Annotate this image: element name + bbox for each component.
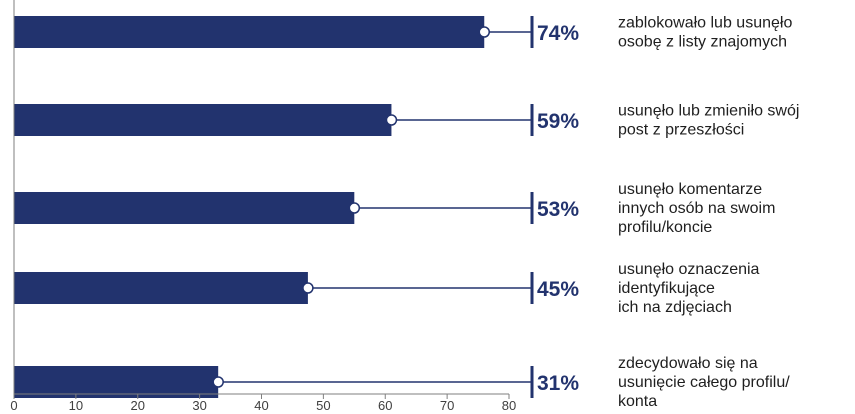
category-label-line: identyfikujące	[618, 280, 715, 297]
value-label-3: 53%	[537, 198, 579, 221]
bar-4	[14, 272, 308, 304]
category-label-line: zdecydowało się na	[618, 355, 758, 372]
category-label-line: osobę z listy znajomych	[618, 34, 787, 51]
x-axis: 0 10 20 30 40 50 60 70 80	[10, 0, 516, 413]
category-label-line: ich na zdjęciach	[618, 299, 732, 316]
category-label-line: zablokowało lub usunęło	[618, 15, 792, 32]
bar-end-marker-2	[385, 114, 398, 126]
x-tick-label: 20	[131, 398, 145, 413]
category-label-line: usunęło komentarze	[618, 181, 762, 198]
x-tick-label: 50	[316, 398, 330, 413]
x-tick-label: 60	[378, 398, 392, 413]
value-label-5: 31%	[537, 372, 579, 395]
value-label-4: 45%	[537, 278, 579, 301]
bars-layer	[14, 16, 534, 398]
bar-3	[14, 192, 355, 224]
category-label-line: innych osób na swoim	[618, 200, 775, 217]
category-label-line: profilu/koncie	[618, 219, 712, 236]
bar-1	[14, 16, 485, 48]
bar-2	[14, 104, 392, 136]
value-label-1: 74%	[537, 22, 579, 45]
bar-end-marker-5	[212, 376, 224, 388]
value-label-2: 59%	[537, 110, 579, 133]
category-label-2: usunęło lub zmieniło swój post z przeszło…	[618, 103, 799, 139]
category-label-line: usunięcie całego profilu/	[618, 374, 790, 391]
category-label-line: usunęło oznaczenia	[618, 261, 760, 278]
bar-end-marker-1	[478, 26, 490, 38]
x-tick-label: 70	[440, 398, 454, 413]
bar-end-marker-3	[348, 202, 361, 214]
bar-end-marker-4	[302, 282, 314, 294]
x-tick-label: 0	[10, 398, 17, 413]
category-label-1: zablokowało lub usunęło osobę z listy zna…	[618, 15, 792, 51]
x-tick-label: 80	[502, 398, 516, 413]
category-label-line: konta	[618, 393, 657, 410]
category-label-4: usunęło oznaczenia identyfikujące ich na z…	[618, 261, 760, 316]
category-label-line: usunęło lub zmieniło swój	[618, 103, 799, 120]
x-tick-label: 40	[254, 398, 268, 413]
category-label-3: usunęło komentarze innych osób na swoim pr…	[618, 181, 775, 236]
bar-5	[14, 366, 219, 398]
labels-layer: 74% zablokowało lub usunęło osobę z listy …	[537, 15, 799, 411]
x-tick-label: 10	[69, 398, 83, 413]
category-label-5: zdecydowało się na usunięcie całego profi…	[618, 355, 790, 410]
x-tick-label: 30	[192, 398, 206, 413]
category-label-line: post z przeszłości	[618, 122, 744, 139]
